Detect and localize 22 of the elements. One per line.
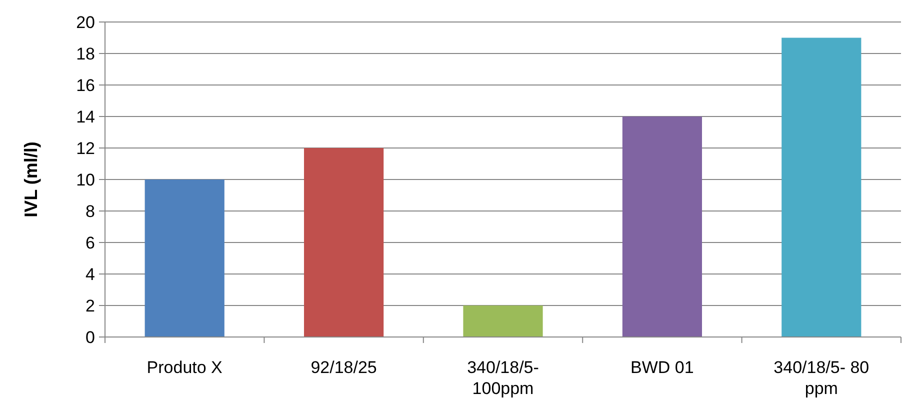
x-tick-label: BWD 01 — [630, 358, 694, 377]
y-tick-label: 8 — [86, 202, 95, 221]
bar — [622, 116, 702, 337]
y-tick-label: 18 — [76, 44, 95, 64]
y-tick-label: 16 — [76, 76, 95, 95]
y-tick-label: 0 — [86, 328, 95, 347]
y-tick-label: 10 — [76, 170, 95, 190]
y-tick-label: 12 — [76, 138, 95, 158]
bar — [304, 148, 384, 337]
y-axis-title: IVL (ml/l) — [21, 142, 41, 218]
bar — [782, 38, 862, 337]
x-tick-label: 92/18/25 — [310, 358, 377, 377]
x-tick-label: 340/18/5-100ppm — [467, 358, 539, 398]
bar — [144, 180, 224, 337]
y-tick-label: 20 — [76, 12, 95, 32]
y-tick-label: 14 — [76, 107, 95, 126]
x-tick-label: 340/18/5- 80 ppm — [774, 358, 870, 398]
y-tick-label: 2 — [86, 296, 95, 316]
y-tick-label: 6 — [86, 233, 95, 252]
x-tick-label: Produto X — [146, 358, 222, 377]
y-tick-label: 4 — [86, 264, 95, 284]
bar — [463, 306, 543, 337]
